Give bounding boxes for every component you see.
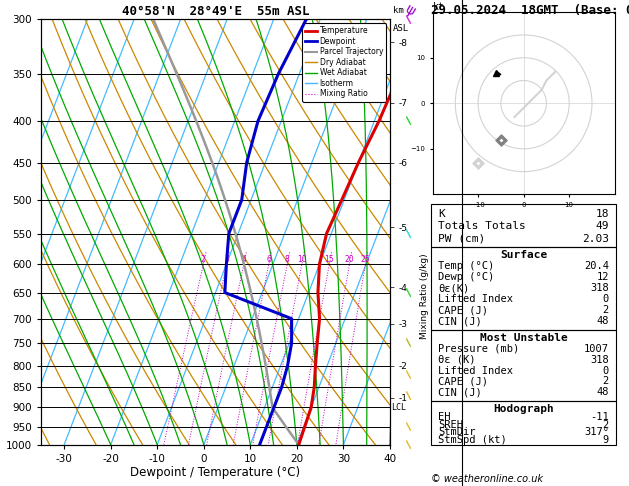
Text: 6: 6 — [267, 255, 271, 264]
Text: /: / — [405, 391, 415, 400]
Text: CAPE (J): CAPE (J) — [438, 305, 488, 315]
Text: Hodograph: Hodograph — [493, 404, 554, 414]
Text: EH: EH — [438, 412, 451, 422]
Text: Dewp (°C): Dewp (°C) — [438, 272, 494, 282]
Text: Most Unstable: Most Unstable — [480, 333, 567, 343]
Text: /: / — [405, 288, 415, 297]
Text: /: / — [405, 440, 415, 450]
Text: kt: kt — [433, 2, 444, 12]
Text: 2.03: 2.03 — [582, 234, 609, 243]
Text: 29.05.2024  18GMT  (Base: 06): 29.05.2024 18GMT (Base: 06) — [431, 4, 629, 17]
Text: km: km — [393, 5, 404, 15]
Bar — [431, 204, 616, 247]
Text: StmDir: StmDir — [438, 427, 476, 437]
Bar — [431, 401, 616, 445]
Text: 0: 0 — [603, 294, 609, 304]
Text: 3: 3 — [224, 255, 229, 264]
Text: 49: 49 — [596, 221, 609, 231]
Text: 9: 9 — [603, 435, 609, 445]
Legend: Temperature, Dewpoint, Parcel Trajectory, Dry Adiabat, Wet Adiabat, Isotherm, Mi: Temperature, Dewpoint, Parcel Trajectory… — [302, 23, 386, 102]
Text: 20: 20 — [345, 255, 354, 264]
Text: θε (K): θε (K) — [438, 355, 476, 364]
Title: 40°58'N  28°49'E  55m ASL: 40°58'N 28°49'E 55m ASL — [121, 5, 309, 18]
Text: -11: -11 — [590, 412, 609, 422]
Text: CIN (J): CIN (J) — [438, 387, 482, 398]
Text: Lifted Index: Lifted Index — [438, 294, 513, 304]
Text: 48: 48 — [596, 316, 609, 326]
Text: CIN (J): CIN (J) — [438, 316, 482, 326]
Bar — [431, 330, 616, 401]
Text: © weatheronline.co.uk: © weatheronline.co.uk — [431, 473, 543, 484]
Text: SREH: SREH — [438, 419, 464, 430]
Text: Surface: Surface — [500, 250, 547, 260]
Text: 318: 318 — [590, 355, 609, 364]
Text: PW (cm): PW (cm) — [438, 234, 486, 243]
Text: Totals Totals: Totals Totals — [438, 221, 526, 231]
Text: 2: 2 — [201, 255, 206, 264]
Text: 1007: 1007 — [584, 344, 609, 354]
Text: 18: 18 — [596, 209, 609, 219]
Text: /: / — [405, 116, 415, 126]
Text: 12: 12 — [596, 272, 609, 282]
Text: 15: 15 — [325, 255, 334, 264]
Text: /: / — [405, 369, 415, 380]
Text: Pressure (mb): Pressure (mb) — [438, 344, 520, 354]
Text: 4: 4 — [242, 255, 246, 264]
Text: 10: 10 — [297, 255, 307, 264]
Text: 2: 2 — [603, 305, 609, 315]
Bar — [431, 247, 616, 330]
Text: /: / — [405, 228, 415, 239]
Text: Mixing Ratio (g/kg): Mixing Ratio (g/kg) — [420, 253, 429, 339]
Text: LCL: LCL — [391, 403, 406, 412]
Text: θε(K): θε(K) — [438, 283, 469, 293]
Text: StmSpd (kt): StmSpd (kt) — [438, 435, 507, 445]
Text: /: / — [405, 338, 415, 348]
Text: /: / — [405, 15, 415, 24]
Text: 0: 0 — [603, 365, 609, 376]
Text: 8: 8 — [285, 255, 289, 264]
Text: 318: 318 — [590, 283, 609, 293]
Text: Temp (°C): Temp (°C) — [438, 261, 494, 271]
Text: K: K — [438, 209, 445, 219]
Text: Lifted Index: Lifted Index — [438, 365, 513, 376]
Text: CAPE (J): CAPE (J) — [438, 377, 488, 386]
Text: /: / — [405, 421, 415, 432]
Text: ASL: ASL — [393, 24, 409, 34]
Text: 25: 25 — [360, 255, 370, 264]
Text: ψ: ψ — [403, 1, 418, 18]
Text: 20.4: 20.4 — [584, 261, 609, 271]
Text: 48: 48 — [596, 387, 609, 398]
Text: 2: 2 — [603, 419, 609, 430]
Text: 2: 2 — [603, 377, 609, 386]
Y-axis label: hPa: hPa — [0, 222, 3, 243]
X-axis label: Dewpoint / Temperature (°C): Dewpoint / Temperature (°C) — [130, 467, 301, 480]
Text: 317°: 317° — [584, 427, 609, 437]
